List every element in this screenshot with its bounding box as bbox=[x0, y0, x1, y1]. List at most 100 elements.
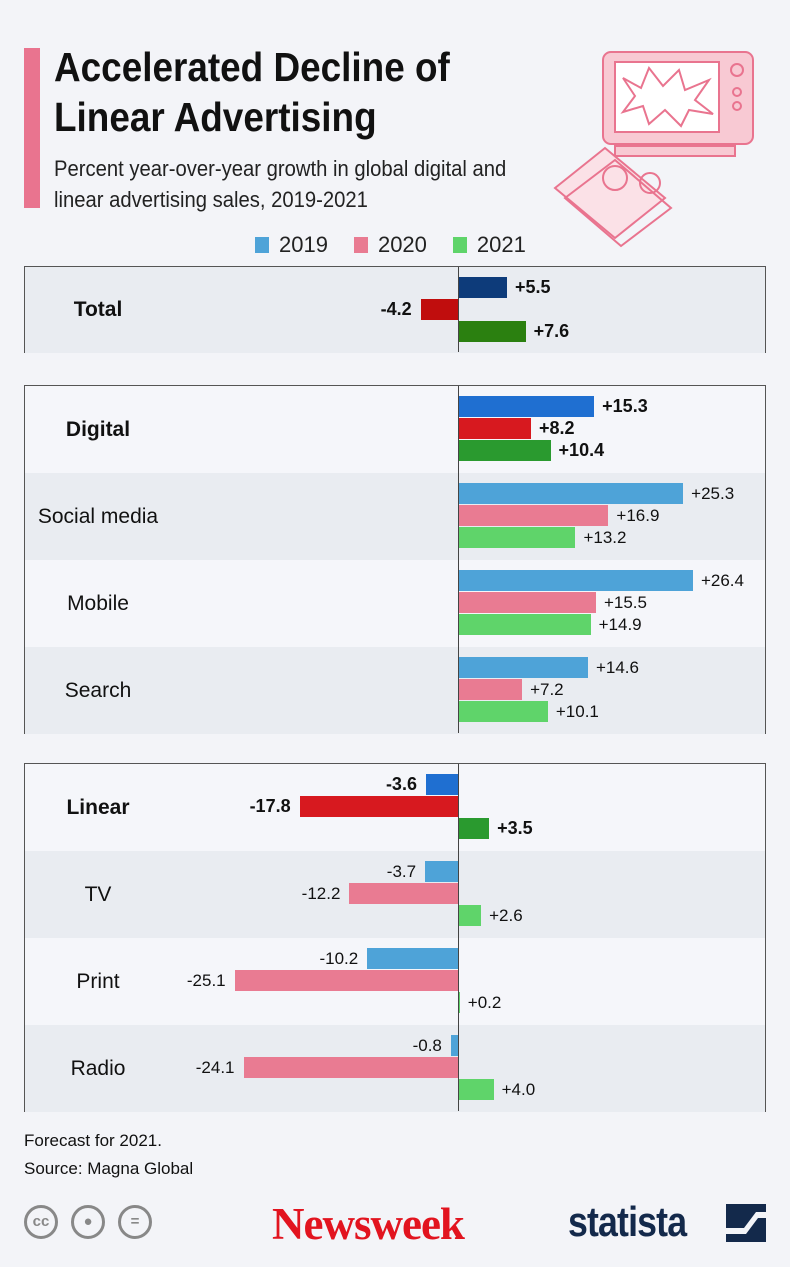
data-label: +14.6 bbox=[595, 658, 639, 677]
newsweek-logo: Newsweek bbox=[272, 1199, 465, 1249]
bar-2021 bbox=[458, 818, 490, 839]
bar-2019 bbox=[425, 774, 458, 795]
data-label: -10.2 bbox=[319, 949, 359, 968]
data-label: -3.7 bbox=[386, 862, 417, 881]
data-label: +7.6 bbox=[533, 321, 570, 341]
title-accent-bar bbox=[24, 48, 40, 208]
zero-axis bbox=[458, 386, 459, 733]
data-label: +8.2 bbox=[538, 418, 575, 438]
zero-axis bbox=[458, 267, 459, 352]
row-search: Search +14.6 +7.2 +10.1 bbox=[25, 647, 765, 734]
panel-2: Linear -3.6 -17.8 +3.5 TV -3.7 -12.2 +2.6 Print -… bbox=[24, 763, 766, 1112]
legend-swatch bbox=[452, 237, 467, 253]
data-label: -3.6 bbox=[385, 774, 417, 794]
category-label: Total bbox=[73, 298, 123, 321]
data-label: +7.2 bbox=[530, 680, 564, 699]
legend-label: 2021 bbox=[476, 232, 526, 257]
panel-1: Digital +15.3 +8.2 +10.4 Social media +25.3 +1… bbox=[24, 385, 766, 734]
zero-axis bbox=[458, 764, 459, 1111]
chart-title: Accelerated Decline of Linear Advertisin… bbox=[54, 44, 450, 140]
attribution-icon: ● bbox=[71, 1205, 105, 1239]
bar-2019 bbox=[458, 657, 588, 678]
source: Source: Magna Global bbox=[24, 1159, 194, 1178]
bar-2020 bbox=[234, 970, 458, 991]
bar-2019 bbox=[458, 570, 693, 591]
bar-2021 bbox=[458, 527, 576, 548]
data-label: -12.2 bbox=[301, 884, 341, 903]
bar-2021 bbox=[458, 1079, 494, 1100]
category-label: Radio bbox=[70, 1056, 126, 1080]
bar-2020 bbox=[420, 299, 458, 320]
data-label: +5.5 bbox=[514, 277, 551, 297]
row-tv: TV -3.7 -12.2 +2.6 bbox=[25, 851, 765, 938]
data-label: -24.1 bbox=[195, 1058, 235, 1077]
statista-logo: statista bbox=[568, 1198, 687, 1245]
data-label: -17.8 bbox=[249, 796, 291, 816]
panel-0: Total +5.5 -4.2 +7.6 bbox=[24, 266, 766, 353]
category-label: Social media bbox=[37, 504, 159, 528]
bar-2020 bbox=[458, 679, 523, 700]
chart-subtitle: Percent year-over-year growth in global … bbox=[54, 156, 507, 212]
data-label: +4.0 bbox=[501, 1080, 536, 1099]
bar-2019 bbox=[367, 948, 458, 969]
bar-2021 bbox=[458, 905, 482, 926]
legend-label: 2020 bbox=[377, 232, 427, 257]
legend: 2019 2020 2021 bbox=[255, 232, 526, 258]
data-label: +15.3 bbox=[602, 396, 648, 416]
bar-2019 bbox=[458, 396, 595, 417]
category-label: Search bbox=[64, 678, 132, 702]
bar-2020 bbox=[458, 505, 609, 526]
legend-item-2020: 2020 bbox=[353, 232, 427, 258]
bar-2020 bbox=[299, 796, 458, 817]
legend-item-2019: 2019 bbox=[255, 232, 328, 258]
row-linear: Linear -3.6 -17.8 +3.5 bbox=[25, 764, 765, 851]
category-label: Mobile bbox=[67, 591, 129, 615]
data-label: +0.2 bbox=[467, 993, 502, 1012]
bar-2021 bbox=[458, 701, 548, 722]
bar-2021 bbox=[458, 440, 551, 461]
category-label: Digital bbox=[65, 417, 131, 441]
statista-mark-icon bbox=[726, 1204, 766, 1242]
row-total: Total +5.5 -4.2 +7.6 bbox=[25, 267, 765, 353]
row-digital: Digital +15.3 +8.2 +10.4 bbox=[25, 386, 765, 473]
data-label: +10.4 bbox=[558, 440, 605, 460]
data-label: +16.9 bbox=[616, 506, 660, 525]
tv-illustration-icon bbox=[553, 51, 754, 248]
bar-2019 bbox=[458, 277, 507, 298]
no-derivatives-icon: = bbox=[118, 1205, 152, 1239]
bar-2019 bbox=[458, 483, 684, 504]
row-print: Print -10.2 -25.1 +0.2 bbox=[25, 938, 765, 1025]
category-label: Print bbox=[76, 969, 120, 993]
footnote: Forecast for 2021. bbox=[24, 1131, 162, 1150]
legend-item-2021: 2021 bbox=[452, 232, 526, 258]
bar-2020 bbox=[349, 883, 458, 904]
data-label: +10.1 bbox=[555, 702, 599, 721]
row-social-media: Social media +25.3 +16.9 +13.2 bbox=[25, 473, 765, 560]
legend-swatch bbox=[255, 237, 269, 253]
data-label: +2.6 bbox=[489, 906, 523, 925]
bar-2019 bbox=[450, 1035, 458, 1056]
data-label: +15.5 bbox=[603, 593, 647, 612]
category-label: Linear bbox=[66, 795, 130, 819]
legend-swatch bbox=[353, 237, 368, 253]
data-label: +13.2 bbox=[583, 528, 627, 547]
data-label: +26.4 bbox=[700, 571, 744, 590]
data-label: -0.8 bbox=[412, 1036, 442, 1055]
row-radio: Radio -0.8 -24.1 +4.0 bbox=[25, 1025, 765, 1112]
row-mobile: Mobile +26.4 +15.5 +14.9 bbox=[25, 560, 765, 647]
bar-2020 bbox=[243, 1057, 458, 1078]
data-label: -25.1 bbox=[186, 971, 226, 990]
bar-2020 bbox=[458, 592, 596, 613]
bar-2020 bbox=[458, 418, 531, 439]
bar-2021 bbox=[458, 321, 526, 342]
data-label: +14.9 bbox=[598, 615, 642, 634]
bar-2021 bbox=[458, 614, 591, 635]
legend-label: 2019 bbox=[279, 232, 328, 257]
data-label: -4.2 bbox=[380, 299, 412, 319]
category-label: TV bbox=[84, 882, 112, 906]
data-label: +25.3 bbox=[691, 484, 735, 503]
data-label: +3.5 bbox=[497, 818, 533, 838]
cc-icon: cc bbox=[24, 1205, 58, 1239]
bar-2019 bbox=[425, 861, 458, 882]
